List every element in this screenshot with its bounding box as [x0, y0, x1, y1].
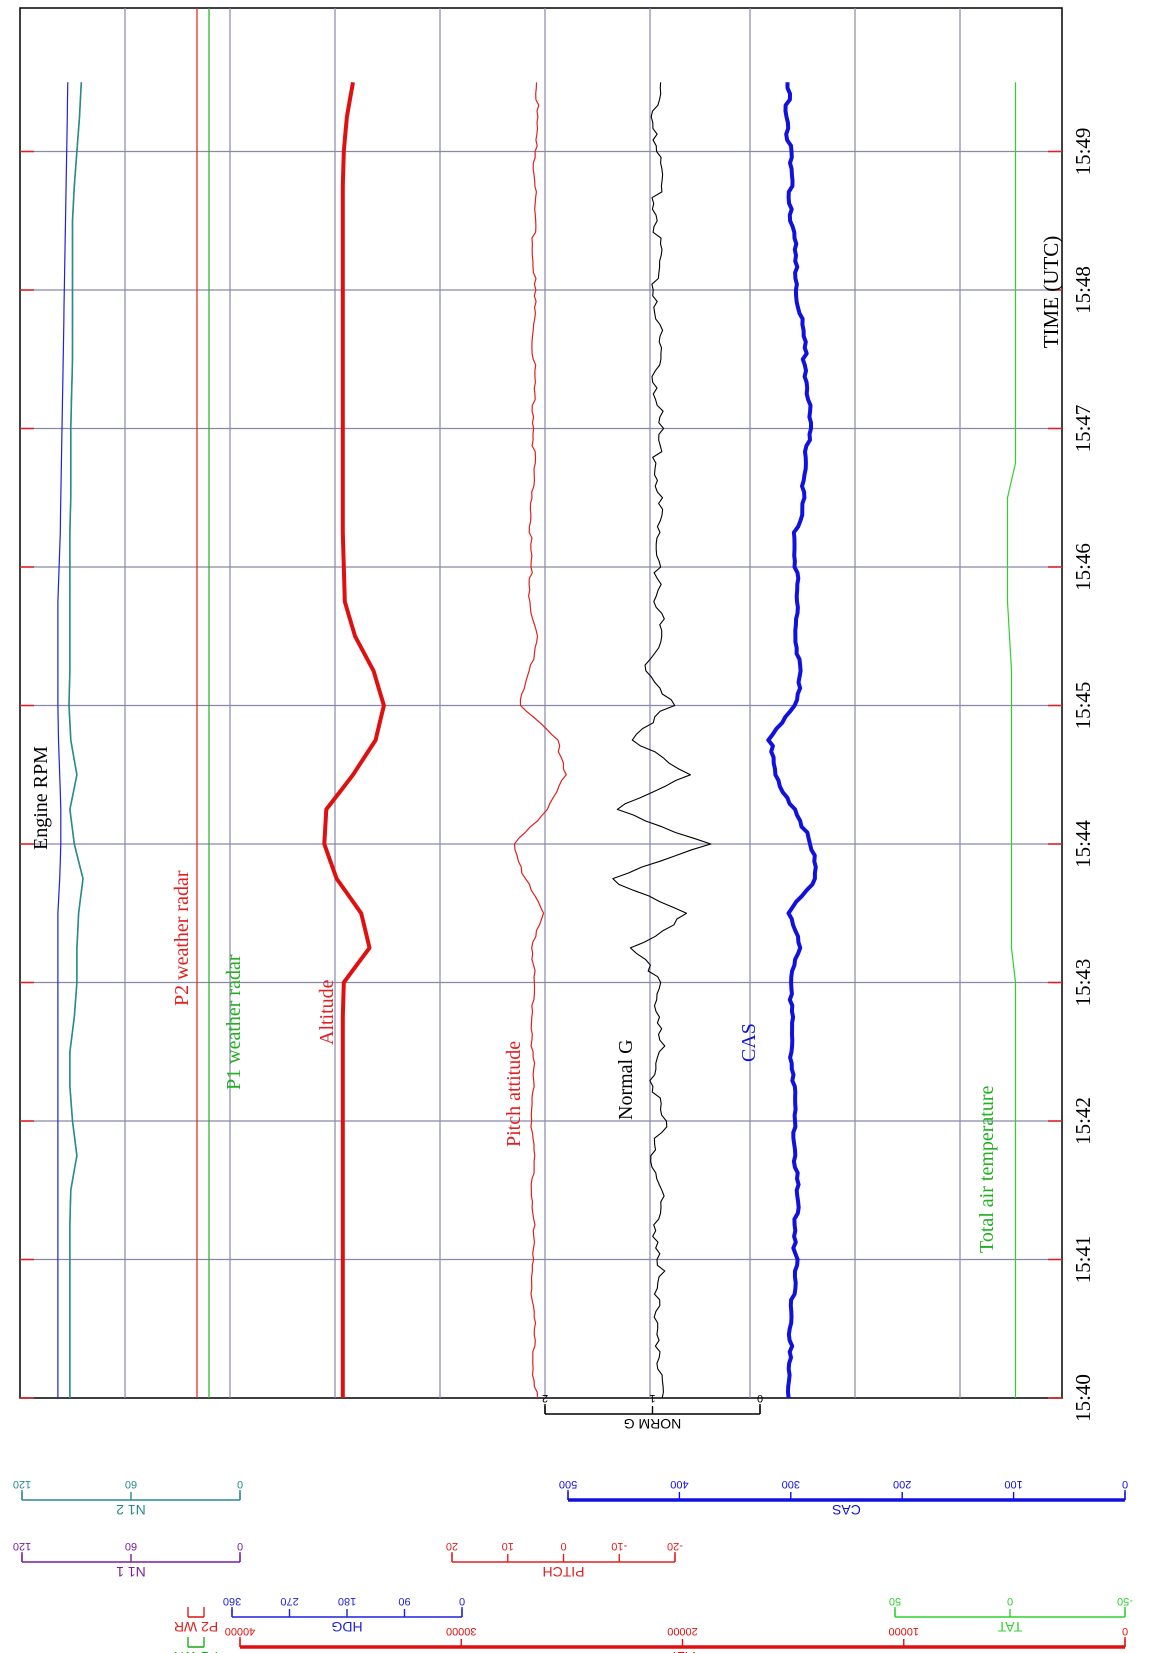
scale-bar-normg: 0 1 2 NORM G — [542, 1392, 763, 1432]
time-tick-label: 15:47 — [1071, 405, 1095, 453]
scale-tick-label: 0 — [1122, 1478, 1128, 1490]
scale-tick-label: 270 — [280, 1595, 298, 1607]
scale-tick-label: 0 — [757, 1392, 763, 1404]
chart-traces — [57, 8, 1017, 1399]
scale-tick-label: 180 — [338, 1595, 356, 1607]
scale-tick-label: 120 — [13, 1540, 31, 1552]
scale-tick-label: 300 — [782, 1478, 800, 1490]
chart-grid — [19, 7, 1063, 1399]
scale-tick-label: 500 — [559, 1478, 577, 1490]
chart-labels: Engine RPM P2 weather radar P1 weather rad… — [30, 128, 1095, 1422]
time-tick-label: 15:43 — [1071, 959, 1095, 1007]
trace-label-pitch: Pitch attitude — [503, 1041, 525, 1147]
scale-tick-label: 120 — [13, 1478, 31, 1490]
time-tick-label: 15:48 — [1071, 266, 1095, 314]
scale-bar-hdg: 0 90 180 270 360 HDG — [223, 1595, 465, 1635]
trace-label-alt: Altitude — [316, 979, 338, 1045]
scale-tick-label: 30000 — [446, 1625, 477, 1637]
scale-tick-label: -50 — [1117, 1595, 1133, 1607]
scale-tick-label: 400 — [670, 1478, 688, 1490]
scale-bar-n2: 0 60 120 N1 2 — [13, 1478, 243, 1518]
scale-label: ALT — [670, 1649, 695, 1653]
time-axis-label: TIME (UTC) — [1039, 236, 1063, 349]
scale-tick-label: 60 — [125, 1478, 137, 1490]
trace-label-tat: Total air temperature — [976, 1085, 998, 1253]
scale-tick-label: 90 — [398, 1595, 410, 1607]
trace-label-normg: Normal G — [615, 1039, 637, 1120]
scale-tick-label: 1 — [649, 1392, 655, 1404]
scale-bar-alt: 0 10000 20000 30000 40000 ALT — [225, 1625, 1128, 1653]
trace-tat — [1006, 82, 1017, 1398]
scale-tick-label: 10 — [502, 1540, 514, 1552]
scale-tick-label: 10000 — [888, 1625, 919, 1637]
scale-label: N1 1 — [116, 1564, 146, 1580]
time-tick-label: 15:46 — [1071, 543, 1095, 591]
scale-tick-label: 0 — [459, 1595, 465, 1607]
scale-tick-label: 20 — [446, 1540, 458, 1552]
scale-tick-label: 0 — [1122, 1625, 1128, 1637]
scale-bar-n1: 0 60 120 N1 1 — [13, 1540, 243, 1580]
scale-label: P2 WR — [174, 1619, 218, 1635]
trace-label-p2wr: P2 weather radar — [171, 870, 193, 1006]
scale-tick-label: 2 — [542, 1392, 548, 1404]
scale-label: CAS — [832, 1502, 861, 1518]
scale-bar-p1wr: P1 WR — [174, 1637, 218, 1653]
trace-pitch — [513, 82, 567, 1399]
trace-label-n1: Engine RPM — [30, 746, 52, 850]
trace-n2 — [68, 82, 84, 1398]
scale-tick-label: 360 — [223, 1595, 241, 1607]
scale-label: PITCH — [543, 1564, 585, 1580]
scale-label: HDG — [331, 1619, 362, 1635]
scale-bar-cas: 0 100 200 300 400 500 CAS — [559, 1478, 1128, 1518]
trace-cas — [766, 82, 818, 1399]
scale-tick-label: -10 — [611, 1540, 627, 1552]
time-tick-label: 15:41 — [1071, 1236, 1095, 1284]
time-tick-label: 15:40 — [1071, 1374, 1095, 1422]
scale-tick-label: 200 — [893, 1478, 911, 1490]
scale-tick-label: 0 — [237, 1540, 243, 1552]
scale-tick-label: 40000 — [225, 1625, 256, 1637]
time-tick-label: 15:44 — [1071, 820, 1095, 868]
scale-label: TAT — [997, 1619, 1022, 1635]
scale-label: NORM G — [624, 1416, 682, 1432]
scale-tick-label: 100 — [1004, 1478, 1022, 1490]
scale-tick-label: -20 — [667, 1540, 683, 1552]
scale-tick-label: 20000 — [667, 1625, 698, 1637]
scale-tick-label: 50 — [889, 1595, 901, 1607]
scale-tick-label: 60 — [125, 1540, 137, 1552]
scale-tick-label: 0 — [560, 1540, 566, 1552]
scale-bar-pitch: -20 -10 0 10 20 PITCH — [446, 1540, 683, 1580]
trace-normg — [612, 82, 712, 1399]
scale-tick-label: 0 — [1007, 1595, 1013, 1607]
time-tick-label: 15:45 — [1071, 682, 1095, 730]
trace-label-p1wr: P1 weather radar — [223, 954, 245, 1090]
time-tick-label: 15:49 — [1071, 128, 1095, 176]
time-tick-label: 15:42 — [1071, 1097, 1095, 1145]
scale-bar-p2wr: P2 WR — [174, 1607, 218, 1635]
scale-label: P1 WR — [174, 1649, 218, 1653]
trace-hdg — [57, 82, 69, 1398]
trace-label-cas: CAS — [738, 1023, 760, 1062]
trace-alt — [322, 81, 386, 1398]
scale-label: N1 2 — [116, 1502, 146, 1518]
scale-bar-tat: -50 0 50 TAT — [889, 1595, 1133, 1635]
plot-frame — [19, 7, 1063, 1399]
scale-tick-label: 0 — [237, 1478, 243, 1490]
